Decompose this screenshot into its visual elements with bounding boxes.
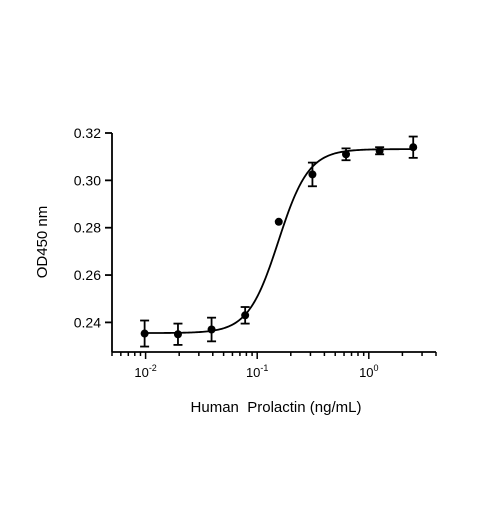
x-tick-label: 100	[359, 363, 378, 380]
y-tick-label: 0.26	[74, 267, 101, 283]
data-point	[375, 146, 384, 155]
data-point	[241, 311, 250, 320]
axes: 0.240.260.280.300.32 10-2 10-1 100	[74, 125, 437, 380]
data-point	[342, 150, 351, 159]
y-axis-label: OD450 nm	[34, 206, 51, 279]
x-tick-label: 10-2	[134, 363, 156, 380]
x-tick-exponent: -2	[149, 363, 157, 373]
x-tick-base: 10	[359, 365, 373, 380]
data-points	[140, 135, 418, 348]
y-ticks: 0.24 0.26 0.28 0.30 0.32	[74, 125, 112, 330]
x-axis-label: Human Prolactin (ng/mL)	[191, 399, 362, 416]
data-point	[173, 330, 182, 339]
data-point	[140, 329, 149, 338]
x-tick-base: 10	[246, 365, 260, 380]
x-tick-label: 10-1	[246, 363, 268, 380]
x-tick-exponent: 0	[374, 363, 379, 373]
x-tick-exponent: -1	[260, 363, 268, 373]
data-point	[308, 170, 317, 179]
y-tick-label: 0.28	[74, 220, 101, 236]
y-tick-label: 0.32	[74, 125, 101, 141]
data-point	[409, 143, 418, 152]
y-tick-label: 0.24	[74, 314, 101, 330]
data-point	[274, 217, 283, 226]
fit-curve-line	[144, 148, 414, 334]
x-ticks: 10-2 10-1 100	[111, 352, 437, 380]
data-point	[207, 325, 216, 334]
y-tick-label: 0.30	[74, 172, 101, 188]
x-tick-base: 10	[134, 365, 148, 380]
